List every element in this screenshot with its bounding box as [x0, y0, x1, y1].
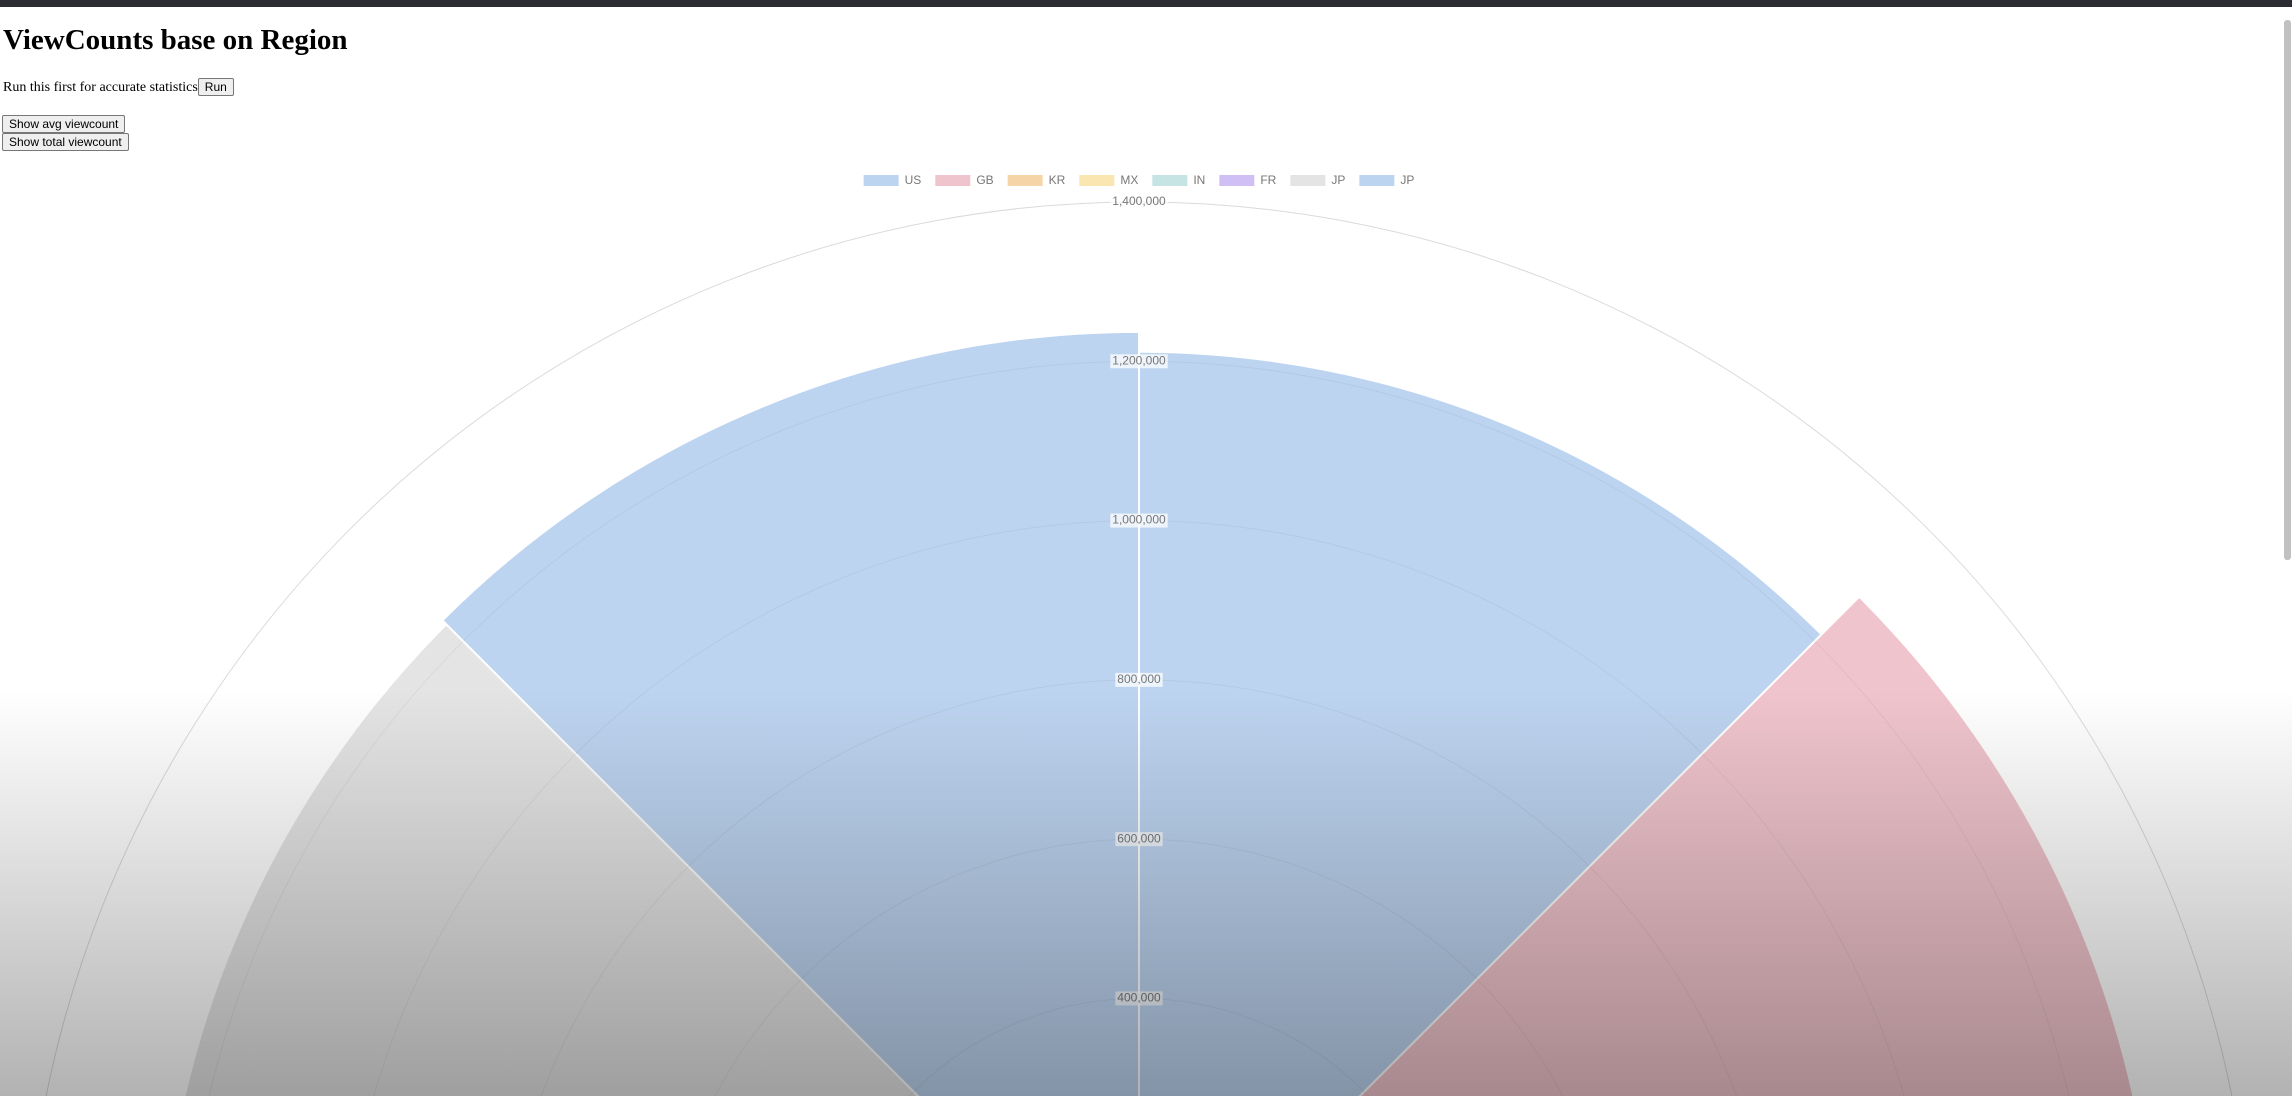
r-tick-label: 600,000: [1117, 831, 1161, 845]
legend-item: GB: [935, 173, 994, 187]
legend-label: US: [905, 173, 922, 187]
legend-label: MX: [1120, 173, 1138, 187]
page-title: ViewCounts base on Region: [3, 24, 348, 56]
run-text: Run this first for accurate statistics: [3, 80, 198, 95]
polar-segment: [183, 622, 920, 1096]
top-bar: [0, 0, 2292, 7]
legend-swatch: [1219, 175, 1255, 186]
scrollbar: [2284, 20, 2291, 560]
r-tick-label: 1,200,000: [1112, 353, 1166, 367]
tick-backdrop: [1115, 991, 1163, 1006]
legend-swatch: [935, 175, 971, 186]
legend-label: KR: [1049, 173, 1066, 187]
legend-item: KR: [1007, 173, 1066, 187]
r-tick-label: 1,400,000: [1112, 194, 1166, 208]
r-tick-label: 400,000: [1117, 991, 1161, 1005]
legend-item: JP: [1359, 173, 1414, 187]
tick-backdrop: [1110, 195, 1168, 209]
legend-swatch: [1152, 175, 1188, 186]
tick-backdrop: [1115, 832, 1163, 847]
legend-item: JP: [1290, 173, 1345, 187]
legend-label: JP: [1400, 173, 1414, 187]
polar-segment: [440, 330, 1140, 1096]
polar-segment: [1138, 350, 1823, 1096]
total-button[interactable]: Show total viewcount: [2, 133, 129, 151]
legend-swatch: [1007, 175, 1043, 186]
legend-item: US: [863, 173, 922, 187]
polar-segment: [1358, 595, 2135, 1096]
r-tick-label: 800,000: [1117, 672, 1161, 686]
run-button[interactable]: Run: [197, 78, 234, 96]
legend-label: FR: [1260, 173, 1276, 187]
legend-item: MX: [1079, 173, 1138, 187]
tick-backdrop: [1110, 354, 1168, 369]
legend-swatch: [1359, 175, 1395, 186]
legend-item: FR: [1219, 173, 1277, 187]
legend-label: GB: [976, 173, 993, 187]
legend-swatch: [1290, 175, 1326, 186]
r-tick-label: 1,000,000: [1112, 513, 1166, 527]
run-row: Run this first for accurate statistics Ru…: [3, 78, 234, 96]
tick-backdrop: [1110, 513, 1168, 528]
legend-swatch: [1079, 175, 1115, 186]
legend-swatch: [863, 175, 899, 186]
legend-item: IN: [1152, 173, 1205, 187]
tick-backdrop: [1115, 672, 1163, 687]
avg-button[interactable]: Show avg viewcount: [2, 115, 126, 133]
legend-label: JP: [1331, 173, 1345, 187]
legend-label: IN: [1193, 173, 1205, 187]
